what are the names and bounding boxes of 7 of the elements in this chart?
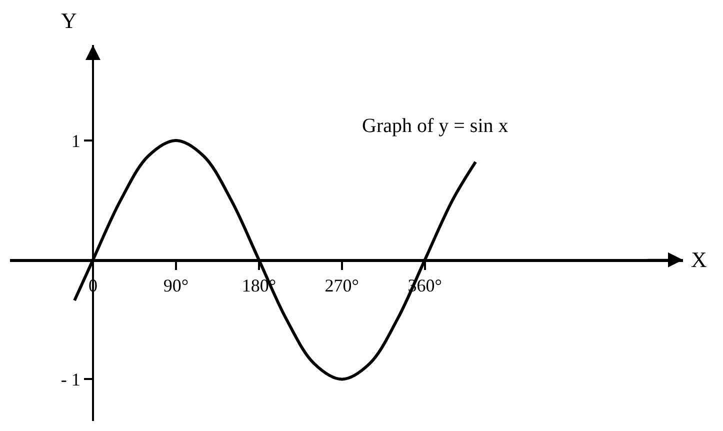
y-tick-label: 1: [71, 130, 80, 151]
x-tick-label: 270°: [324, 275, 359, 296]
annotation: Graph of y = sin x: [362, 115, 508, 137]
y-axis-title: Y: [61, 8, 77, 33]
x-tick-label: 90°: [163, 275, 189, 296]
x-axis-title: X: [691, 247, 707, 272]
y-tick-label: - 1: [60, 370, 80, 390]
